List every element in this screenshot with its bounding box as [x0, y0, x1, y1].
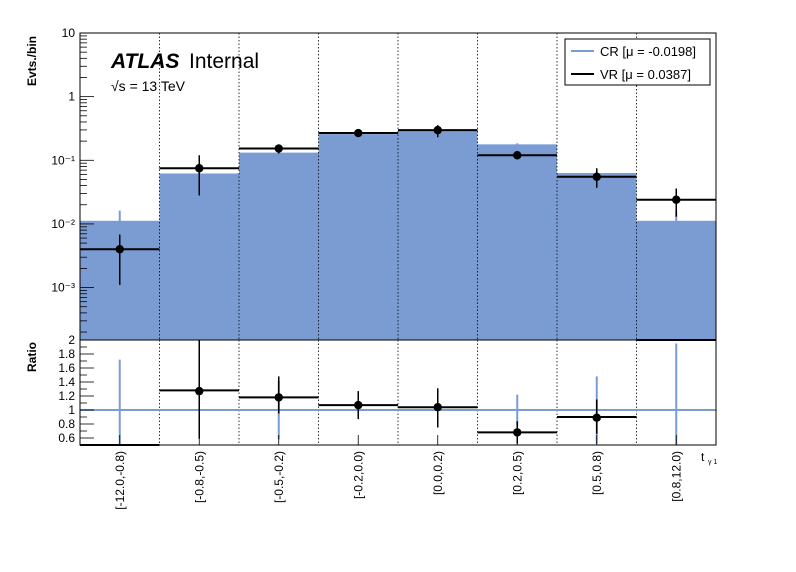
x-tick-label-5: [0.2,0.5)	[510, 451, 524, 495]
ratio-point-2	[274, 393, 283, 402]
ratio-plot-frame	[79, 339, 717, 446]
x-tick-label-1: [-0.8,-0.5)	[192, 451, 206, 503]
x-axis-label-subscript: γ 1	[708, 459, 717, 466]
ratio-point-6	[592, 413, 601, 422]
legend: CR [μ = -0.0198] VR [μ = 0.0387]	[564, 38, 711, 86]
main-y-tick-label-0: 10⁻³	[51, 281, 75, 295]
atlas-label: ATLAS	[110, 50, 179, 73]
vr-point-1	[195, 164, 204, 173]
main-y-axis-label: Evts./bin	[25, 36, 39, 86]
ratio-panel-grid	[159, 340, 637, 445]
main-y-tick-labels: 10⁻³ 10⁻² 10⁻¹ 1 10	[51, 26, 75, 295]
cr-bar-1	[159, 173, 239, 340]
cr-bar-5	[477, 144, 557, 340]
main-panel-cr-bars	[80, 129, 716, 340]
vr-point-3	[354, 128, 363, 138]
vr-point-4	[433, 125, 442, 135]
ratio-y-tick-label-5: 1.6	[58, 361, 75, 375]
cr-bar-4	[398, 130, 478, 340]
vr-point-2	[274, 144, 283, 153]
ratio-y-axis-label: Ratio	[25, 342, 39, 372]
x-axis-label: t	[701, 450, 705, 464]
ratio-y-tick-labels: 0.60.811.21.41.61.82	[58, 333, 75, 445]
vr-point-7	[672, 195, 681, 204]
ratio-point-5	[513, 428, 522, 437]
ratio-y-tick-label-4: 1.4	[58, 375, 75, 389]
legend-box	[564, 38, 711, 86]
ratio-y-tick-label-0: 0.6	[58, 431, 75, 445]
x-tick-label-2: [-0.5,-0.2)	[272, 451, 286, 503]
x-tick-labels: [-12.0,-0.8) [-0.8,-0.5) [-0.5,-0.2) [-0.2,…	[113, 451, 684, 510]
ratio-y-tick-label-2: 1	[68, 403, 75, 417]
ratio-point-1	[195, 386, 204, 396]
atlas-status-label: Internal	[189, 50, 259, 73]
x-tick-label-3: [-0.2,0.0)	[351, 451, 365, 499]
legend-vr-label: VR [μ = 0.0387]	[600, 67, 691, 82]
x-tick-label-6: [0.5,0.8)	[590, 451, 604, 495]
ratio-panel-frame	[79, 339, 717, 446]
ratio-y-tick-label-7: 2	[68, 333, 75, 347]
ratio-y-tick-label-6: 1.8	[58, 347, 75, 361]
vr-point-6	[592, 172, 601, 182]
legend-cr-label: CR [μ = -0.0198]	[600, 44, 696, 59]
main-panel-vr-series	[80, 125, 716, 285]
main-y-tick-label-1: 10⁻²	[51, 217, 75, 231]
main-y-tick-label-3: 1	[68, 90, 75, 104]
x-tick-label-7: [0.8,12.0)	[669, 451, 683, 502]
x-tick-label-0: [-12.0,-0.8)	[113, 451, 127, 510]
ratio-y-tick-label-3: 1.2	[58, 389, 75, 403]
main-y-tick-label-2: 10⁻¹	[51, 153, 75, 167]
main-y-tick-label-4: 10	[62, 26, 76, 40]
x-tick-label-4: [0.0,0.2)	[431, 451, 445, 495]
energy-label: √s = 13 TeV	[111, 78, 186, 94]
vr-point-0	[115, 245, 124, 254]
cr-bar-3	[318, 134, 398, 340]
ratio-point-4	[433, 403, 442, 412]
cr-bar-2	[239, 152, 319, 340]
cr-bar-7	[636, 220, 716, 340]
cr-bar-6	[557, 173, 637, 340]
ratio-y-tick-label-1: 0.8	[58, 417, 75, 431]
vr-point-5	[513, 151, 522, 160]
main-panel-grid	[159, 33, 637, 340]
ratio-point-3	[354, 400, 363, 410]
